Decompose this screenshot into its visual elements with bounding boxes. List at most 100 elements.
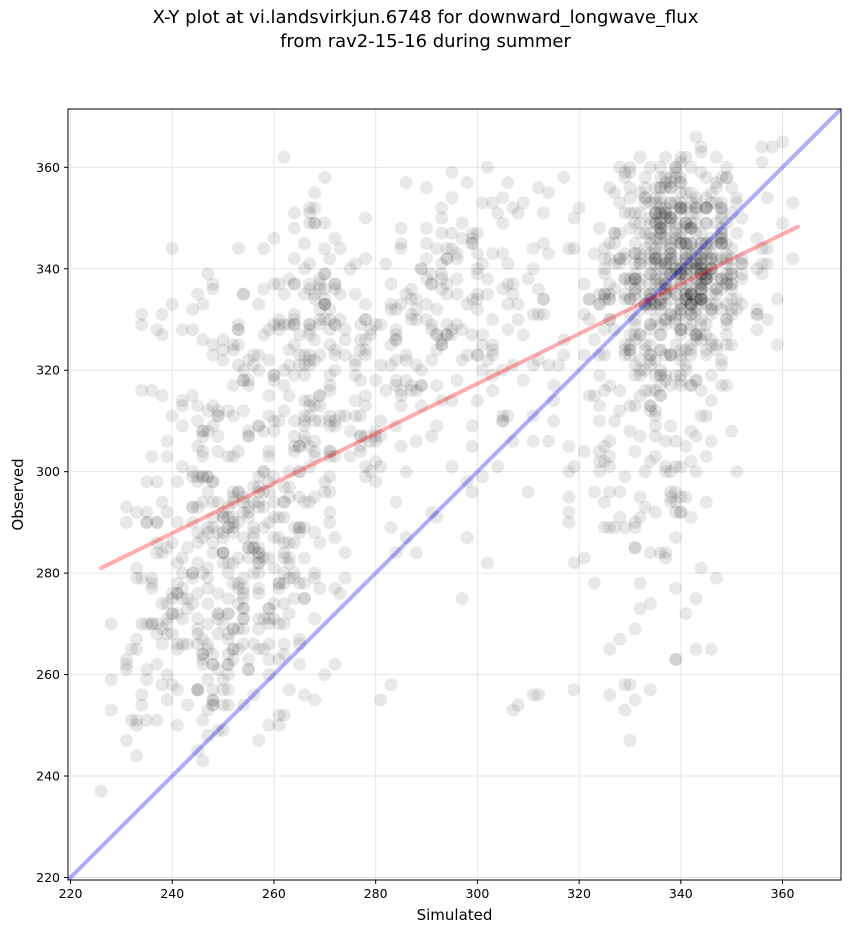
data-point xyxy=(679,292,693,306)
data-point xyxy=(689,226,703,240)
data-point xyxy=(638,384,652,398)
data-point xyxy=(318,216,332,230)
data-point xyxy=(287,307,301,321)
data-point xyxy=(674,460,688,474)
data-point xyxy=(287,368,301,382)
data-point xyxy=(669,307,683,321)
data-point xyxy=(252,419,266,433)
data-point xyxy=(659,551,673,565)
data-point xyxy=(414,363,428,377)
data-point xyxy=(613,384,627,398)
data-point xyxy=(297,520,311,534)
data-point xyxy=(394,384,408,398)
data-point xyxy=(216,546,230,560)
data-point xyxy=(155,495,169,509)
data-point xyxy=(445,191,459,205)
data-point xyxy=(608,323,622,337)
data-point xyxy=(623,206,637,220)
data-point xyxy=(323,449,337,463)
data-point xyxy=(669,495,683,509)
data-point xyxy=(643,287,657,301)
data-point xyxy=(684,257,698,271)
data-point xyxy=(231,323,245,337)
data-point xyxy=(465,419,479,433)
data-point xyxy=(247,526,261,540)
data-point xyxy=(557,170,571,184)
data-point xyxy=(674,176,688,190)
data-point xyxy=(165,297,179,311)
data-point xyxy=(689,307,703,321)
data-point xyxy=(287,318,301,332)
data-point xyxy=(659,297,673,311)
data-point xyxy=(536,307,550,321)
data-point xyxy=(491,460,505,474)
data-point xyxy=(653,368,667,382)
data-point xyxy=(684,297,698,311)
data-point xyxy=(526,434,540,448)
data-point xyxy=(623,160,637,174)
data-point xyxy=(613,196,627,210)
data-point xyxy=(308,292,322,306)
data-point xyxy=(282,358,296,372)
data-point xyxy=(674,150,688,164)
data-point xyxy=(140,515,154,529)
data-point xyxy=(704,368,718,382)
data-point xyxy=(414,262,428,276)
data-point xyxy=(369,429,383,443)
data-point xyxy=(664,176,678,190)
data-point xyxy=(313,313,327,327)
data-point xyxy=(170,718,184,732)
data-point xyxy=(755,267,769,281)
data-point xyxy=(191,744,205,758)
data-point xyxy=(262,444,276,458)
data-point xyxy=(440,328,454,342)
data-point xyxy=(262,617,276,631)
data-point xyxy=(592,368,606,382)
data-point xyxy=(674,262,688,276)
data-point xyxy=(384,338,398,352)
data-point xyxy=(323,323,337,337)
data-point xyxy=(470,292,484,306)
data-point xyxy=(292,526,306,540)
data-point xyxy=(435,282,449,296)
data-point xyxy=(603,287,617,301)
data-point xyxy=(709,252,723,266)
data-point xyxy=(714,272,728,286)
data-point xyxy=(679,292,693,306)
data-point xyxy=(160,668,174,682)
data-point xyxy=(297,262,311,276)
grid-layer xyxy=(68,109,841,880)
data-point xyxy=(287,206,301,220)
data-point xyxy=(714,211,728,225)
data-point xyxy=(689,262,703,276)
data-point xyxy=(516,373,530,387)
data-point xyxy=(389,353,403,367)
data-point xyxy=(628,282,642,296)
data-point xyxy=(659,272,673,286)
data-point xyxy=(160,597,174,611)
data-point xyxy=(628,515,642,529)
ticks-layer: 220 240 260 280 300 320 340 3602202402602803003… xyxy=(36,160,794,901)
data-point xyxy=(664,236,678,250)
data-point xyxy=(287,221,301,235)
data-point xyxy=(389,333,403,347)
data-point xyxy=(394,439,408,453)
data-point xyxy=(348,409,362,423)
data-point xyxy=(303,318,317,332)
data-point xyxy=(165,409,179,423)
data-point xyxy=(684,282,698,296)
data-point xyxy=(359,470,373,484)
data-point xyxy=(226,338,240,352)
data-point xyxy=(247,520,261,534)
lines-layer xyxy=(68,109,841,880)
data-point xyxy=(674,323,688,337)
data-point xyxy=(308,353,322,367)
data-point xyxy=(216,510,230,524)
data-point xyxy=(628,236,642,250)
data-point xyxy=(292,328,306,342)
data-point xyxy=(735,211,749,225)
data-point xyxy=(277,566,291,580)
data-point xyxy=(755,140,769,154)
data-point xyxy=(725,181,739,195)
data-point xyxy=(409,302,423,316)
